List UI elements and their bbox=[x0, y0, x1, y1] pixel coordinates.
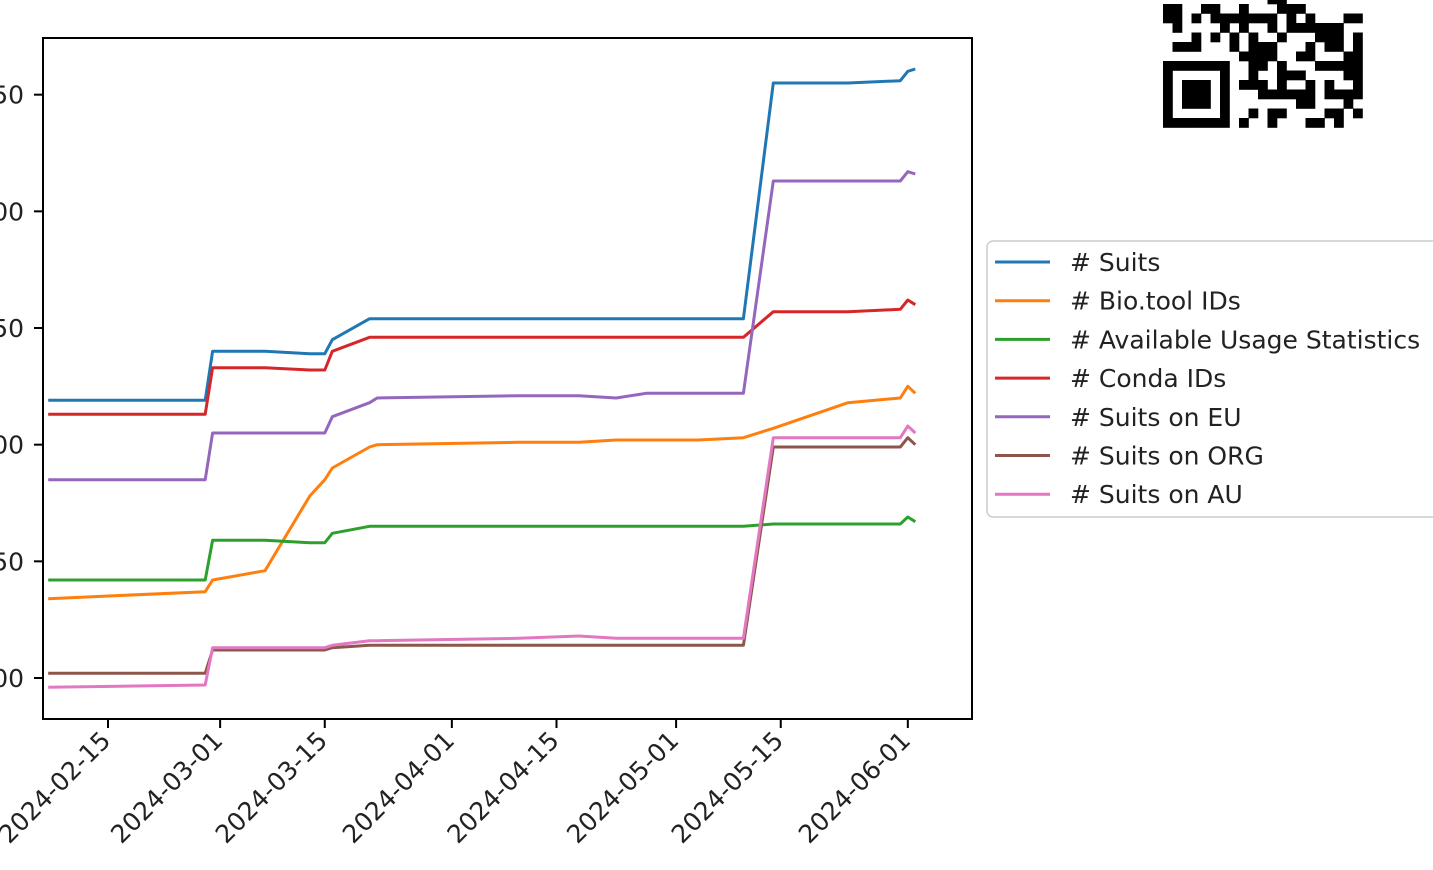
y-tick-label: 50 bbox=[0, 314, 24, 343]
legend-label: # Conda IDs bbox=[1070, 364, 1226, 393]
series-line-4 bbox=[48, 298, 917, 416]
legend-label: # Suits on ORG bbox=[1070, 442, 1264, 471]
legend-box bbox=[986, 240, 1433, 518]
series-line-1 bbox=[48, 67, 916, 402]
series-layer bbox=[48, 67, 917, 689]
legend-label: # Suits on EU bbox=[1070, 403, 1242, 432]
qr-code-image bbox=[1163, 0, 1363, 128]
plot-area bbox=[42, 37, 973, 720]
legend-label: # Available Usage Statistics bbox=[1070, 325, 1420, 354]
series-line-5 bbox=[48, 170, 916, 482]
legend-label: # Suits on AU bbox=[1070, 480, 1243, 509]
x-tick-label: 2024-04-01 bbox=[337, 726, 460, 849]
legend-label: # Bio.tool IDs bbox=[1070, 287, 1241, 316]
x-tick-label: 2024-03-15 bbox=[210, 726, 333, 849]
x-tick-label: 2024-04-15 bbox=[441, 726, 564, 849]
series-line-2 bbox=[48, 384, 917, 601]
x-tick-label: 2024-05-01 bbox=[561, 726, 684, 849]
y-tick-label: 00 bbox=[0, 431, 24, 460]
legend: # Suits # Bio.tool IDs # Available Usage S… bbox=[986, 240, 1433, 518]
x-tick-label: 2024-02-15 bbox=[0, 726, 116, 849]
series-line-6 bbox=[48, 436, 917, 675]
y-tick-label: 50 bbox=[0, 81, 24, 110]
series-line-3 bbox=[48, 515, 917, 582]
y-axis-ticks: 00 50 00 50 00 50 bbox=[0, 81, 43, 693]
legend-label: # Suits bbox=[1070, 248, 1160, 277]
x-tick-label: 2024-03-01 bbox=[105, 726, 228, 849]
x-tick-label: 2024-06-01 bbox=[793, 726, 916, 849]
y-tick-label: 50 bbox=[0, 547, 24, 576]
y-tick-label: 00 bbox=[0, 664, 24, 693]
x-tick-label: 2024-05-15 bbox=[666, 726, 789, 849]
y-tick-label: 00 bbox=[0, 197, 24, 226]
series-line-7 bbox=[48, 424, 917, 689]
